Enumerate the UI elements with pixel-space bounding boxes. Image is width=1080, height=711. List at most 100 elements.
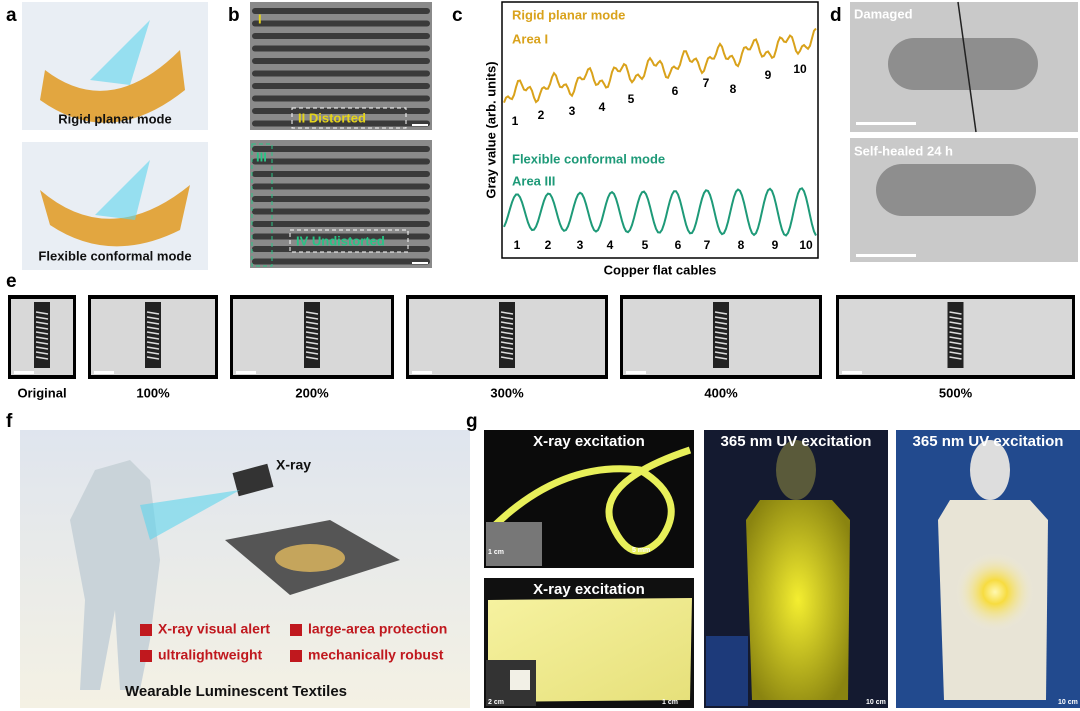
peak-label: 2 <box>538 108 545 122</box>
caption: Rigid planar mode <box>58 111 171 126</box>
image-title: X-ray excitation <box>533 433 645 450</box>
inset-image <box>706 636 748 706</box>
spring-coil <box>714 321 728 325</box>
peak-label: 1 <box>512 114 519 128</box>
image-stripe <box>252 246 430 252</box>
scale-bar <box>412 124 428 126</box>
peak-label: 5 <box>628 92 635 106</box>
illustration <box>70 460 160 690</box>
spring-coil <box>500 341 514 345</box>
image-stripe <box>252 208 430 215</box>
image-stripe <box>252 196 430 202</box>
peak-label: 3 <box>577 238 584 252</box>
inset-image <box>510 670 530 690</box>
spring-coil <box>500 351 514 355</box>
spring-coil <box>146 316 160 320</box>
spring-coil <box>500 311 514 315</box>
image-stripe <box>252 158 430 165</box>
caption: Flexible conformal mode <box>38 248 191 263</box>
spring-coil <box>949 336 962 340</box>
spring-coil <box>35 316 49 320</box>
peak-label: 6 <box>675 238 682 252</box>
panel-label: c <box>452 5 463 26</box>
image <box>776 440 816 500</box>
caption: Damaged <box>854 6 913 21</box>
spring-coil <box>714 341 728 345</box>
spring-coil <box>146 326 160 330</box>
image <box>746 500 850 700</box>
spring-coil <box>714 326 728 330</box>
image <box>955 552 1035 632</box>
region-label: I <box>258 11 262 26</box>
spring-coil <box>714 346 728 350</box>
peak-label: 8 <box>730 82 737 96</box>
image-stripe <box>252 258 430 265</box>
spring-coil <box>305 351 319 355</box>
region-label: III <box>256 149 267 164</box>
scale-label: 10 cm <box>866 699 886 706</box>
image-stripe <box>252 70 430 77</box>
scale-bar <box>14 371 34 374</box>
spring-coil <box>500 356 514 360</box>
scale-label: 10 cm <box>1058 699 1078 706</box>
spring-coil <box>35 356 49 360</box>
spring-coil <box>305 321 319 325</box>
spring-coil <box>146 321 160 325</box>
peak-label: 8 <box>738 238 745 252</box>
spring-coil <box>305 326 319 330</box>
x-axis-label: Copper flat cables <box>604 262 717 277</box>
spring-coil <box>500 326 514 330</box>
image-stripe <box>252 45 430 52</box>
illustration <box>95 160 150 220</box>
image-stripe <box>252 183 430 190</box>
legend-text: Area I <box>512 31 548 46</box>
caption: 300% <box>490 385 524 400</box>
region-label: IV Undistorted <box>296 233 385 248</box>
spring-coil <box>949 356 962 360</box>
peak-label: 10 <box>793 62 807 76</box>
bullet <box>290 650 302 662</box>
spring-coil <box>146 346 160 350</box>
image-stripe <box>252 221 430 227</box>
legend-text: Rigid planar mode <box>512 7 625 22</box>
spring-coil <box>949 341 962 345</box>
spring-coil <box>949 346 962 350</box>
image-group <box>250 2 432 268</box>
legend-text: Flexible conformal mode <box>512 151 665 166</box>
spring-coil <box>146 331 160 335</box>
spring-coil <box>305 356 319 360</box>
spring-coil <box>305 311 319 315</box>
spring-coil <box>305 316 319 320</box>
region-box <box>289 229 409 253</box>
feature: ultralightweight <box>158 647 263 663</box>
peak-label: 9 <box>765 68 772 82</box>
caption: Wearable Luminescent Textiles <box>125 683 347 700</box>
illustration <box>275 544 345 572</box>
scale-bar <box>842 371 862 374</box>
panel-label: f <box>6 411 13 432</box>
spring-coil <box>146 341 160 345</box>
image <box>970 440 1010 500</box>
spring-coil <box>305 331 319 335</box>
peak-label: 2 <box>545 238 552 252</box>
image-stripe <box>252 120 430 127</box>
scale-label: 1 cm <box>662 699 678 706</box>
spring-coil <box>146 356 160 360</box>
caption: 100% <box>136 385 170 400</box>
scale-label: 5 mm <box>632 547 650 554</box>
peak-label: 7 <box>703 76 710 90</box>
peak-label: 5 <box>642 238 649 252</box>
scale-label: 2 cm <box>488 699 504 706</box>
label-group: X-ray excitation X-ray excitation 365 nm U… <box>488 433 1078 706</box>
spring-coil <box>500 331 514 335</box>
region-box <box>291 107 407 129</box>
spring-coil <box>35 351 49 355</box>
spring-coil <box>305 341 319 345</box>
scale-bar <box>412 371 432 374</box>
image-title: 365 nm UV excitation <box>721 433 872 450</box>
spring-coil <box>949 321 962 325</box>
spring-coil <box>500 336 514 340</box>
caption: 400% <box>704 385 738 400</box>
bullet <box>290 624 302 636</box>
spring-coil <box>35 336 49 340</box>
